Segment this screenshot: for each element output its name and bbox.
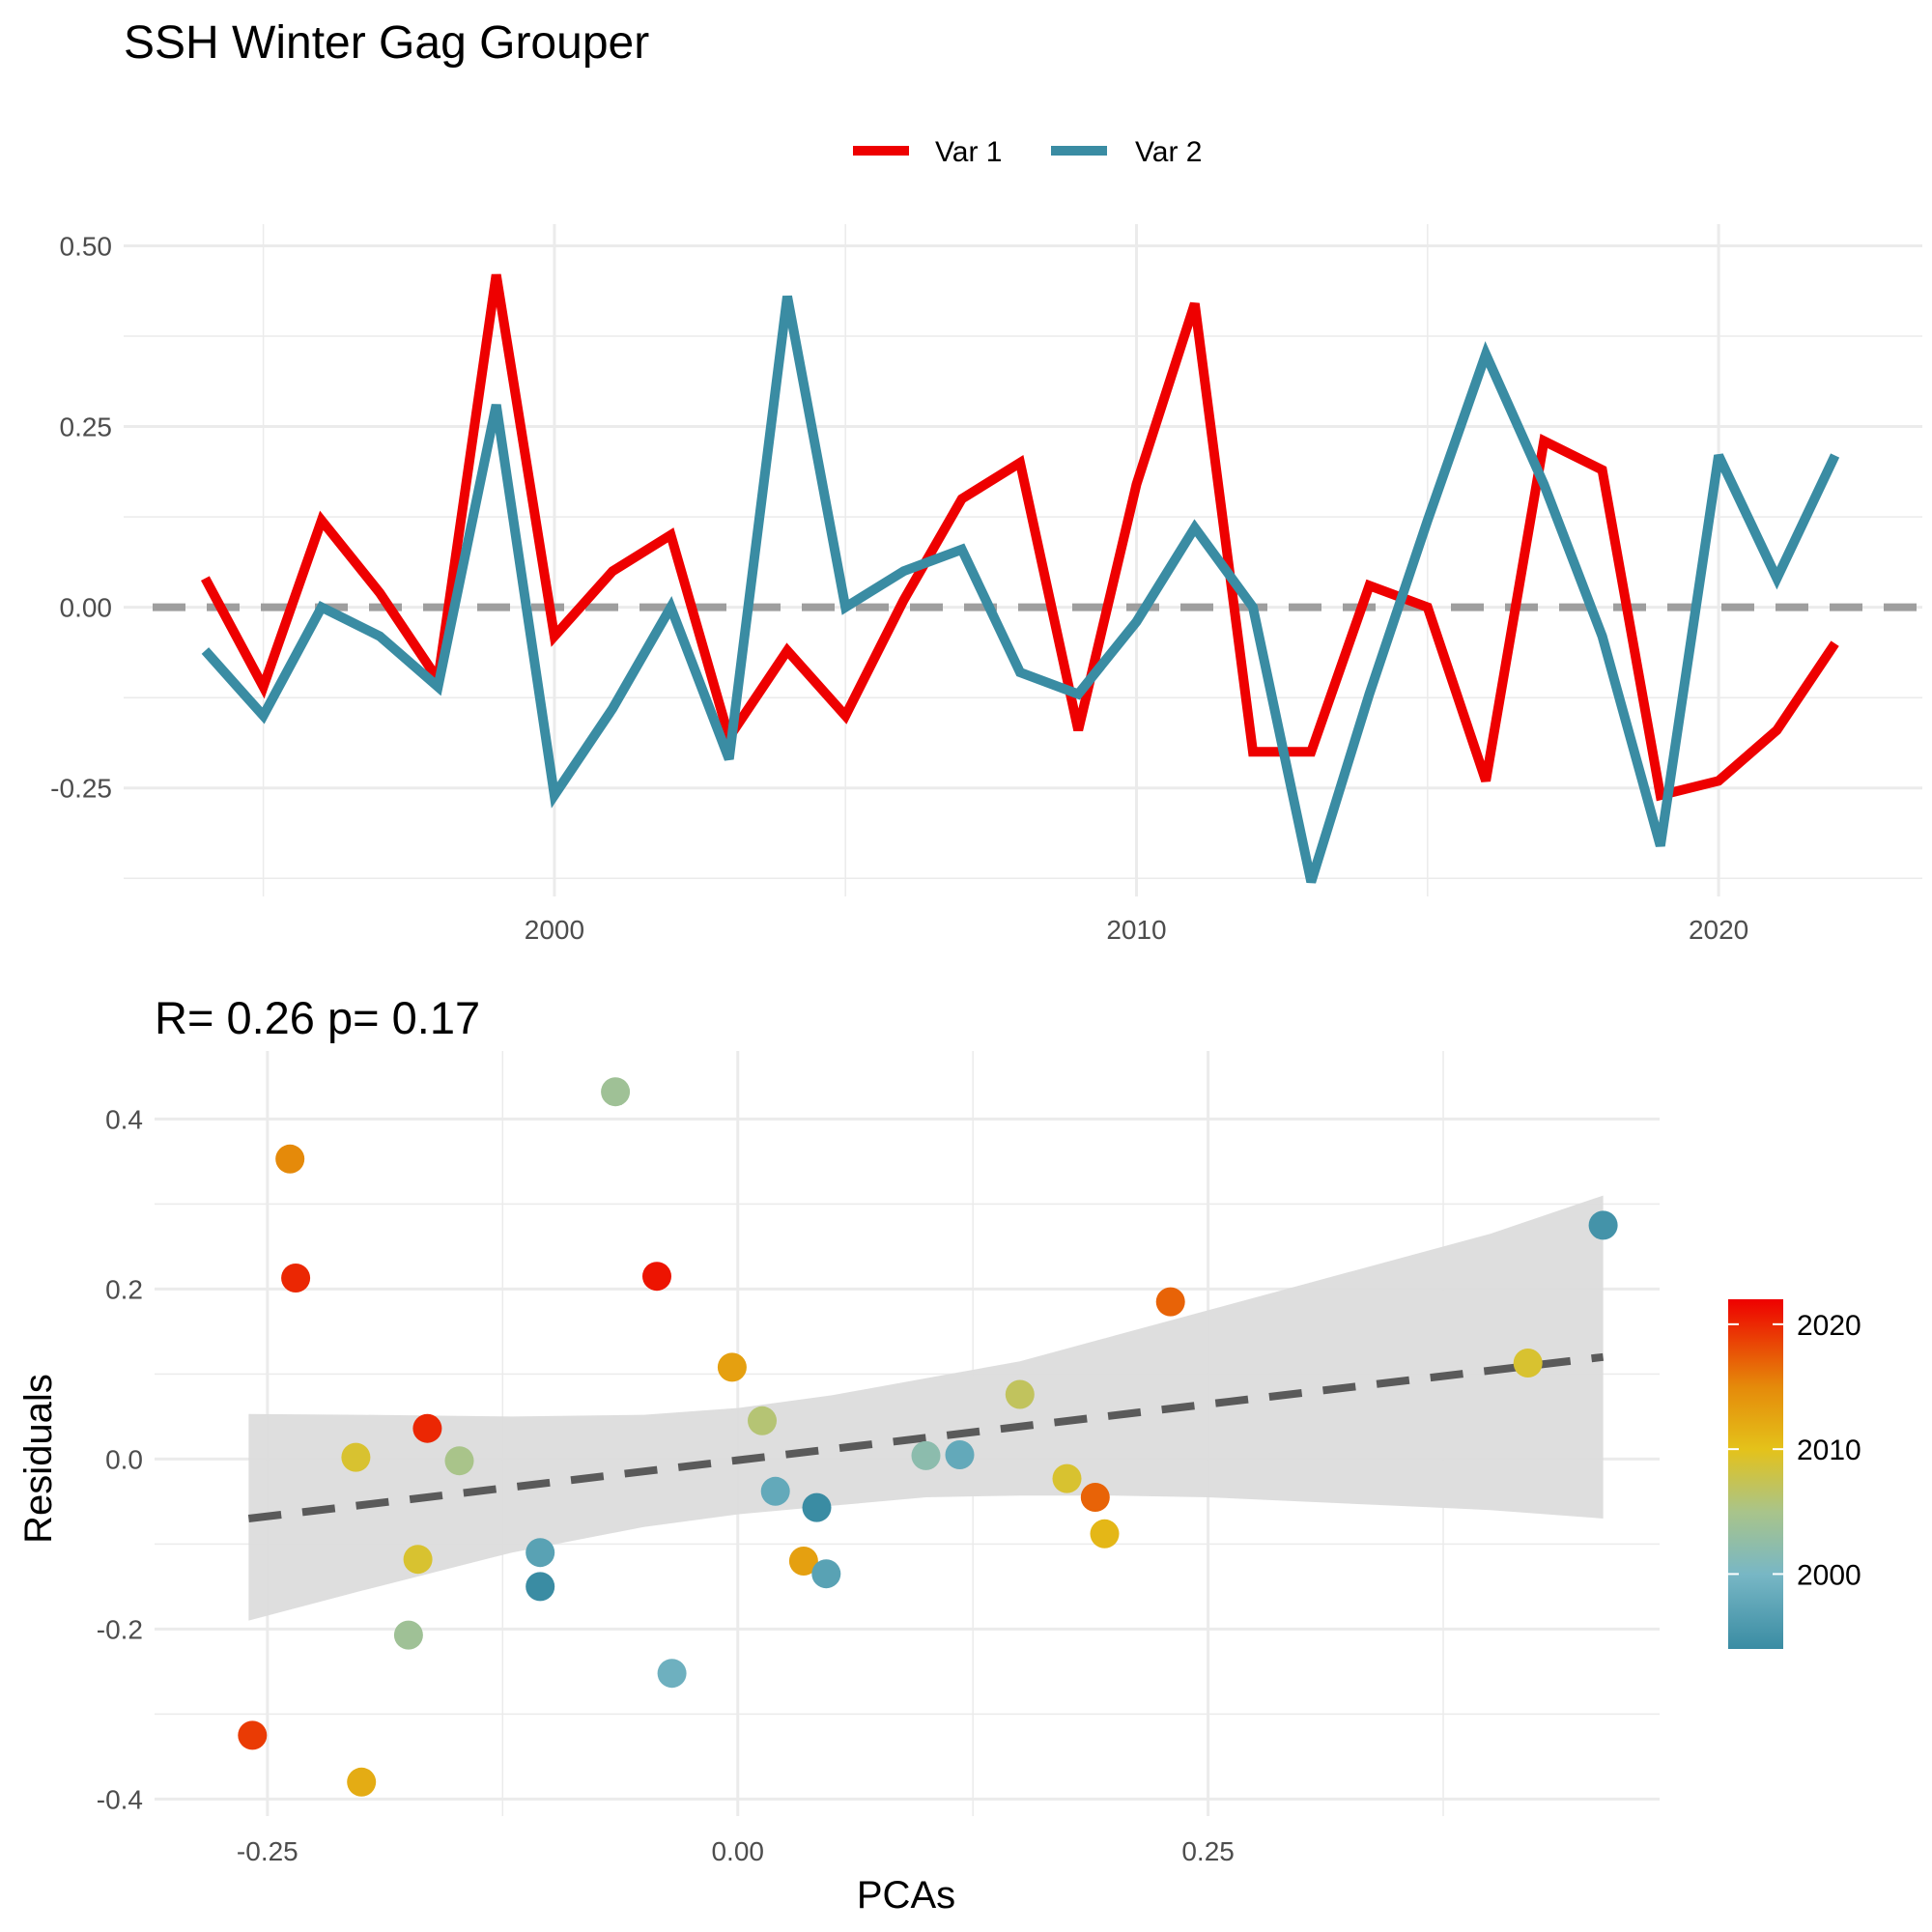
scatter-point bbox=[393, 1620, 423, 1650]
scatter-point bbox=[238, 1720, 268, 1750]
scatter-point bbox=[1513, 1349, 1543, 1378]
scatter-point bbox=[802, 1492, 832, 1522]
y-axis-label: Residuals bbox=[17, 1374, 60, 1544]
scatter-point bbox=[1588, 1210, 1618, 1240]
colorbar-tick-label: 2000 bbox=[1797, 1559, 1861, 1591]
y-tick-label: 0.25 bbox=[60, 412, 113, 442]
line-chart-series bbox=[153, 273, 1922, 884]
scatter-point bbox=[657, 1659, 687, 1689]
x-tick-label: -0.25 bbox=[237, 1836, 298, 1866]
y-tick-label: -0.25 bbox=[50, 774, 112, 804]
scatter-point bbox=[526, 1538, 555, 1568]
x-tick-label: 0.00 bbox=[711, 1836, 764, 1866]
scatter-point bbox=[748, 1406, 777, 1435]
scatter-point bbox=[717, 1352, 747, 1382]
scatter-point bbox=[347, 1767, 377, 1797]
series-line-var2 bbox=[201, 295, 1840, 884]
scatter-point bbox=[811, 1559, 841, 1589]
x-tick-label: 0.25 bbox=[1181, 1836, 1235, 1866]
scatter-chart-title: R= 0.26 p= 0.17 bbox=[155, 992, 480, 1043]
colorbar-tick-label: 2010 bbox=[1797, 1435, 1861, 1466]
scatter-point bbox=[945, 1440, 975, 1469]
regression-line bbox=[247, 1352, 1605, 1522]
y-tick-label: 0.4 bbox=[105, 1104, 143, 1134]
y-tick-label: 0.2 bbox=[105, 1274, 143, 1304]
scatter-point bbox=[341, 1442, 371, 1472]
scatter-point bbox=[911, 1440, 941, 1470]
scatter-point bbox=[1080, 1483, 1110, 1512]
line-chart-axis-labels: 2000 2010 2020 -0.25 0.00 0.25 0.50 bbox=[50, 231, 1748, 945]
colorbar-gradient bbox=[1728, 1299, 1783, 1649]
y-tick-label: -0.2 bbox=[97, 1614, 143, 1644]
series-line-var1 bbox=[200, 273, 1839, 802]
scatter-point bbox=[601, 1077, 631, 1107]
scatter-point bbox=[1155, 1287, 1185, 1317]
colorbar-tick-label: 2020 bbox=[1797, 1310, 1861, 1342]
y-tick-label: 0.50 bbox=[60, 231, 113, 261]
scatter-point bbox=[526, 1572, 555, 1602]
y-tick-label: 0.00 bbox=[60, 593, 113, 623]
line-chart-grid bbox=[124, 224, 1922, 896]
scatter-point bbox=[642, 1262, 671, 1292]
scatter-confidence-band bbox=[248, 1195, 1604, 1621]
scatter-trend-line bbox=[247, 1352, 1605, 1522]
confidence-ribbon bbox=[248, 1195, 1604, 1621]
scatter-point bbox=[1052, 1463, 1082, 1493]
colorbar-legend: 2000 2010 2020 bbox=[1728, 1299, 1861, 1649]
scatter-point bbox=[788, 1547, 818, 1576]
x-tick-label: 2000 bbox=[525, 915, 584, 945]
scatter-point bbox=[1005, 1379, 1035, 1409]
scatter-point bbox=[281, 1264, 311, 1293]
y-tick-label: 0.0 bbox=[105, 1444, 143, 1474]
legend-label-var2: Var 2 bbox=[1135, 136, 1202, 168]
scatter-point bbox=[760, 1476, 790, 1506]
x-tick-label: 2020 bbox=[1689, 915, 1748, 945]
y-tick-label: -0.4 bbox=[97, 1784, 143, 1814]
scatter-point bbox=[412, 1413, 442, 1443]
scatter-point bbox=[403, 1545, 433, 1575]
x-axis-label: PCAs bbox=[857, 1874, 955, 1917]
scatter-point bbox=[275, 1144, 305, 1174]
scatter-point bbox=[444, 1446, 474, 1476]
scatter-points bbox=[238, 1077, 1618, 1797]
legend-label-var1: Var 1 bbox=[935, 136, 1002, 168]
page-title: SSH Winter Gag Grouper bbox=[124, 17, 649, 69]
x-tick-label: 2010 bbox=[1106, 915, 1166, 945]
scatter-point bbox=[1090, 1519, 1120, 1548]
line-chart-legend: Var 1 Var 2 bbox=[853, 136, 1202, 168]
scatter-chart-axis-labels: -0.25 0.00 0.25 -0.4 -0.2 0.0 0.2 0.4 bbox=[97, 1104, 1235, 1866]
